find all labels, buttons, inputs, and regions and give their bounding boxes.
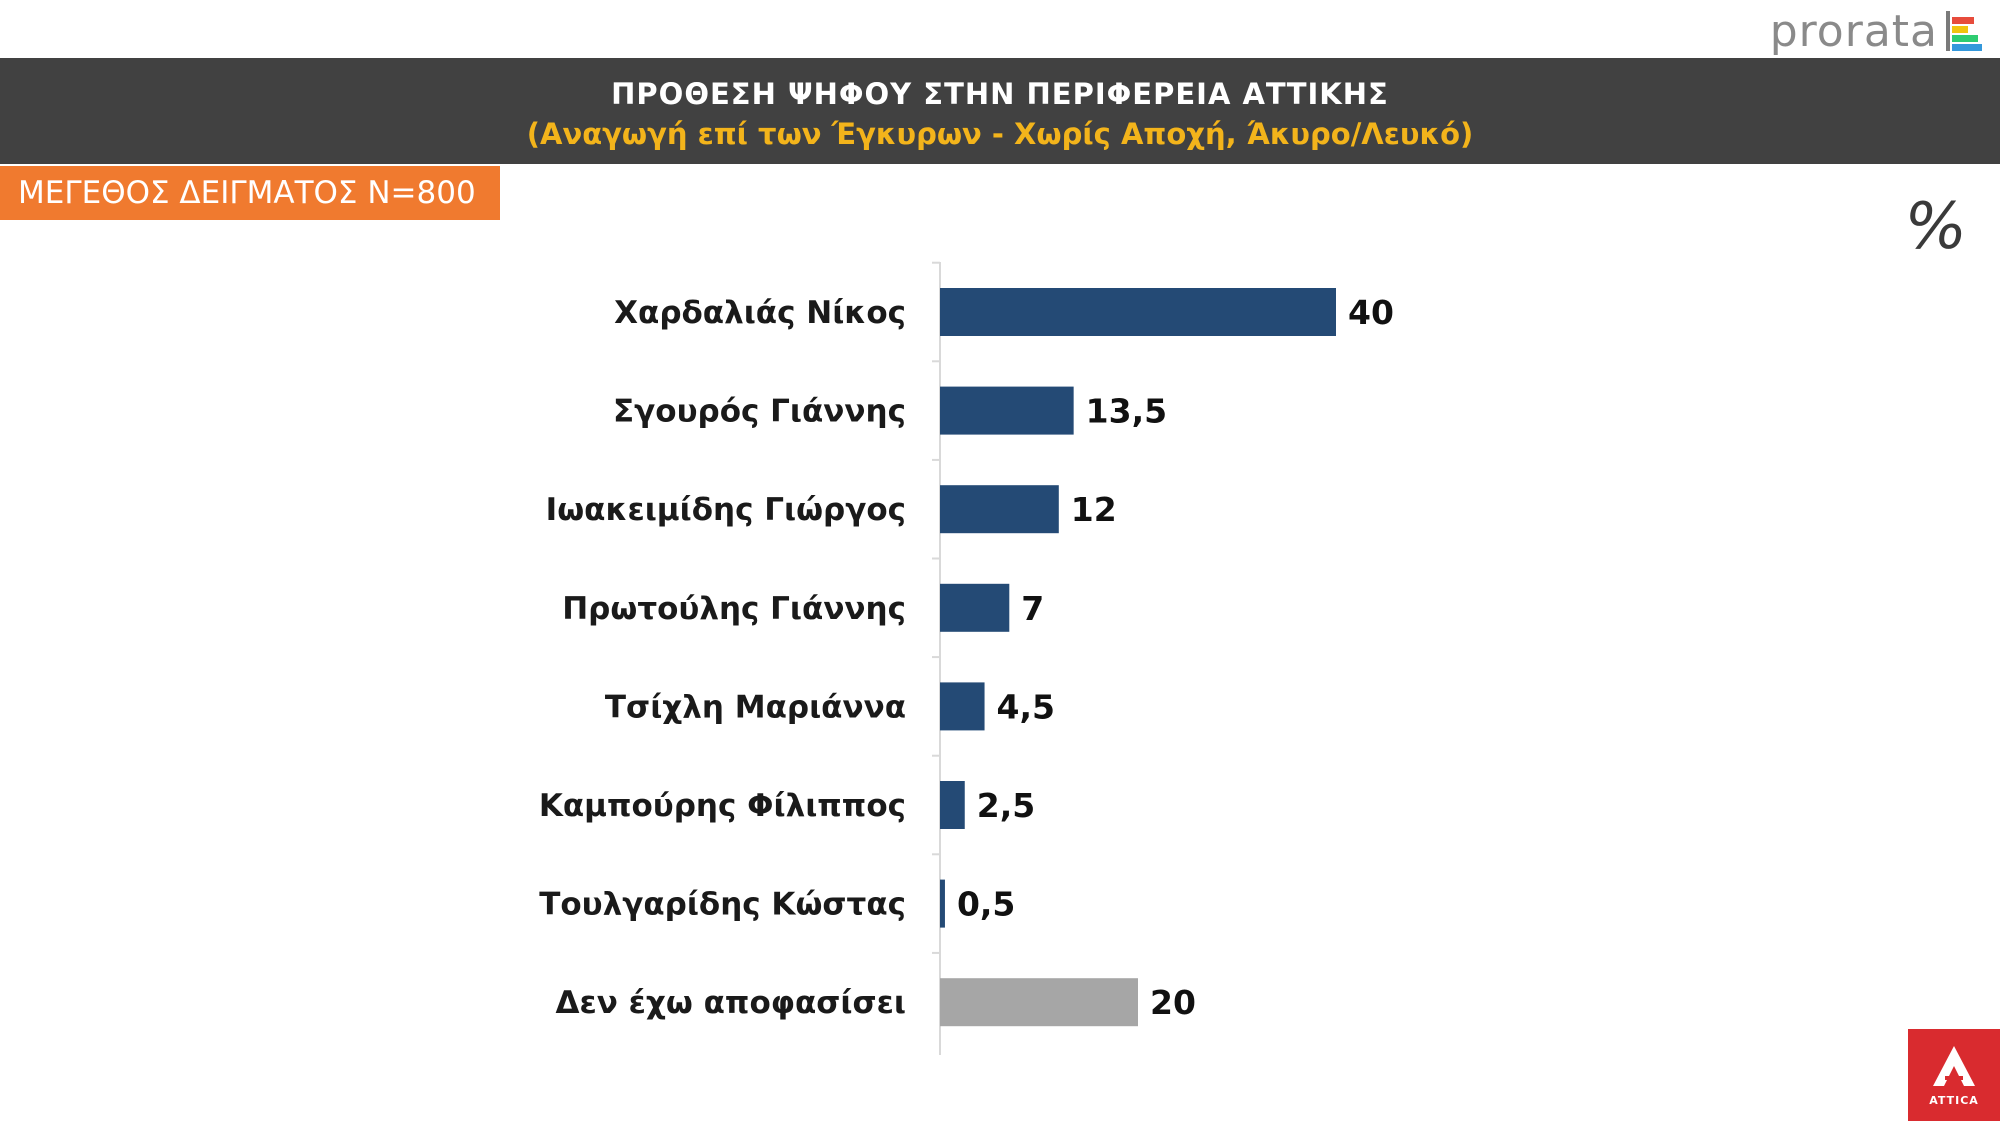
value-label: 13,5 (1086, 392, 1167, 431)
category-label: Καμπούρης Φίλιππος (539, 788, 906, 824)
title-banner: ΠΡΟΘΕΣΗ ΨΗΦΟΥ ΣΤΗΝ ΠΕΡΙΦΕΡΕΙΑ ΑΤΤΙΚΗΣ (Α… (0, 58, 2000, 164)
sample-size-badge: ΜΕΓΕΘΟΣ ΔΕΙΓΜΑΤΟΣ Ν=800 (0, 166, 500, 220)
logo-text: prorata (1769, 5, 1938, 57)
chart-title: ΠΡΟΘΕΣΗ ΨΗΦΟΥ ΣΤΗΝ ΠΕΡΙΦΕΡΕΙΑ ΑΤΤΙΚΗΣ (611, 77, 1389, 111)
category-label: Σγουρός Γιάννης (613, 394, 906, 430)
attica-caption: ATTICA (1929, 1093, 1979, 1107)
bar-4 (940, 682, 985, 731)
bar-1 (940, 386, 1074, 435)
value-label: 20 (1150, 983, 1196, 1022)
value-label: 40 (1348, 293, 1394, 332)
chart-subtitle: (Αναγωγή επί των Έγκυρων - Χωρίς Αποχή, … (526, 117, 1474, 151)
attica-logo: ATTICA (1908, 1029, 2000, 1121)
bar-5 (940, 781, 965, 829)
bar-3 (940, 583, 1010, 632)
bar-2 (940, 485, 1059, 534)
bar-7 (940, 978, 1138, 1027)
value-label: 0,5 (957, 885, 1015, 924)
bar-6 (940, 879, 945, 928)
value-label: 7 (1021, 589, 1044, 628)
logo-bars-icon (1946, 11, 1986, 51)
value-label: 2,5 (977, 786, 1035, 825)
value-label: 4,5 (997, 687, 1055, 726)
attica-a-icon (1933, 1045, 1975, 1086)
category-label: Πρωτούλης Γιάννης (562, 591, 906, 627)
category-label: Ιωακειμίδης Γιώργος (546, 492, 906, 528)
prorata-logo: prorata (1769, 5, 1986, 57)
category-label: Δεν έχω αποφασίσει (555, 985, 906, 1021)
value-label: 12 (1071, 490, 1117, 529)
category-label: Τσίχλη Μαριάννα (605, 689, 906, 725)
category-label: Χαρδαλιάς Νίκος (614, 295, 906, 331)
bar-0 (940, 288, 1336, 336)
category-label: Τουλγαρίδης Κώστας (539, 887, 906, 923)
